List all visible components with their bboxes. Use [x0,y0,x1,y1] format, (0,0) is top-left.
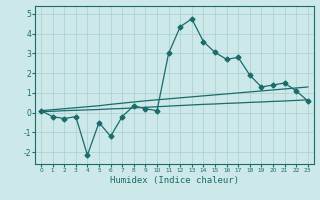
X-axis label: Humidex (Indice chaleur): Humidex (Indice chaleur) [110,176,239,185]
